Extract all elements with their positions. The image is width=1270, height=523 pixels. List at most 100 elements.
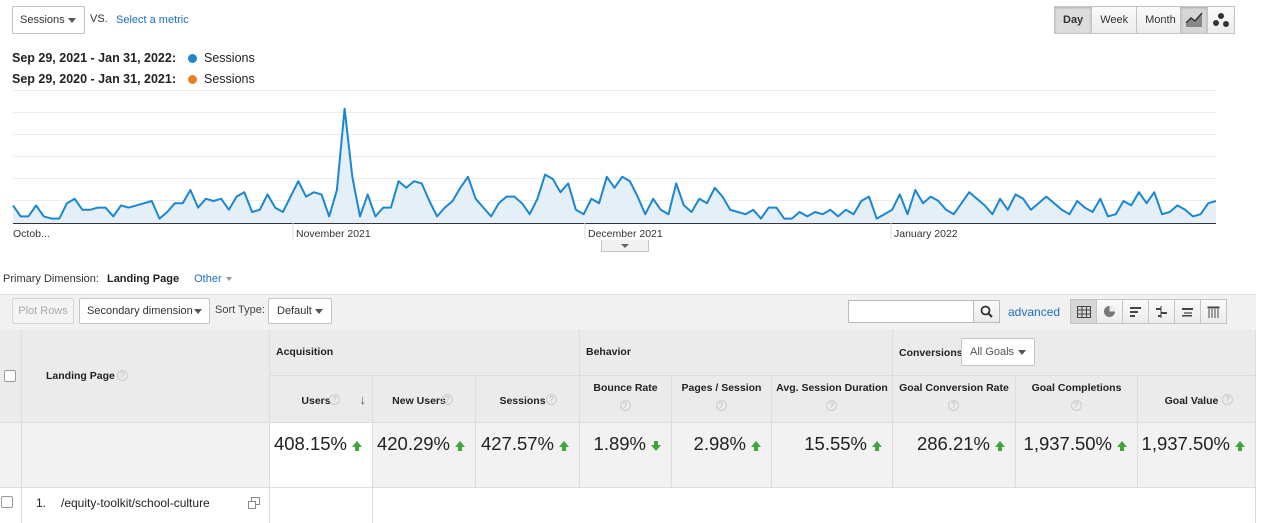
help-icon[interactable]: ?	[619, 400, 631, 411]
select-metric-link[interactable]: Select a metric	[116, 14, 189, 26]
chart-collapse-handle[interactable]	[601, 240, 649, 252]
trend-up-icon	[559, 441, 569, 451]
metric-header-users[interactable]: Users? ↓	[270, 376, 373, 423]
motion-chart-button[interactable]	[1207, 6, 1235, 34]
metric-header-pages-session[interactable]: Pages / Session?	[672, 376, 772, 423]
line-chart-button[interactable]	[1180, 6, 1208, 34]
trend-up-icon	[995, 441, 1005, 451]
sort-descending-icon[interactable]: ↓	[359, 392, 367, 407]
metric-header-label: Avg. Session Duration	[776, 382, 888, 394]
behavior-label: Behavior	[586, 346, 631, 358]
trend-up-icon	[751, 441, 761, 451]
help-icon[interactable]: ?	[715, 400, 727, 411]
performance-view-button[interactable]	[1122, 299, 1149, 324]
help-icon[interactable]: ?	[329, 394, 340, 405]
primary-dimension-other[interactable]: Other	[194, 273, 222, 285]
total-percent-change: 286.21%	[916, 433, 990, 454]
chevron-down-icon	[1018, 349, 1026, 355]
total-value-cell: 420.29%	[373, 423, 476, 488]
legend-previous-period: Sep 29, 2020 - Jan 31, 2021: Sessions	[12, 72, 255, 86]
total-value-cell: 1,937.50%	[1016, 423, 1138, 488]
row-check-cell	[0, 488, 22, 523]
sort-type-value: Default	[277, 305, 312, 317]
table-view-button[interactable]	[1070, 299, 1097, 324]
sort-type-dropdown[interactable]: Default	[268, 298, 332, 324]
total-percent-change: 1,937.50%	[1141, 433, 1230, 454]
term-cloud-view-button[interactable]	[1174, 299, 1201, 324]
row-checkbox[interactable]	[1, 496, 13, 508]
total-percent-change: 1,937.50%	[1023, 433, 1112, 454]
metric-header-bounce-rate[interactable]: Bounce Rate?	[580, 376, 672, 423]
x-axis-label: January 2022	[894, 228, 958, 240]
plot-rows-button[interactable]: Plot Rows	[12, 298, 74, 324]
search-button[interactable]	[973, 300, 1000, 323]
search-icon	[980, 305, 993, 318]
advanced-filter-link[interactable]: advanced	[1008, 305, 1061, 319]
totals-check-cell	[0, 423, 22, 488]
goals-dropdown[interactable]: All Goals	[961, 338, 1035, 366]
period-day-button[interactable]: Day	[1054, 6, 1093, 34]
behavior-group-header: Behavior	[580, 330, 893, 376]
help-icon[interactable]: ?	[826, 400, 837, 411]
help-icon[interactable]: ?	[1222, 394, 1233, 405]
series-line	[12, 107, 1217, 220]
open-page-icon[interactable]	[248, 497, 260, 509]
period-month-button[interactable]: Month	[1136, 6, 1185, 34]
vs-label: VS.	[90, 13, 108, 25]
acquisition-group-header: Acquisition	[270, 330, 580, 376]
trend-up-icon	[1117, 441, 1127, 451]
metric-header-new-users[interactable]: New Users?	[373, 376, 476, 423]
metric-header-goal-value[interactable]: Goal Value?	[1138, 376, 1256, 423]
bubble-chart-icon	[1213, 13, 1229, 27]
metric-dropdown-label: Sessions	[20, 14, 65, 26]
landing-page-header-label: Landing Page	[46, 370, 115, 382]
metric-header-goal-conversion-rate[interactable]: Goal Conversion Rate?	[893, 376, 1016, 423]
metric-header-label: Goal Value	[1164, 395, 1219, 407]
metric-header-label: Sessions	[499, 395, 546, 407]
table-search-input[interactable]	[848, 300, 974, 323]
primary-dimension-landing-page[interactable]: Landing Page	[106, 273, 180, 285]
metric-header-label: Pages / Session	[681, 382, 762, 394]
metric-header-sessions[interactable]: Sessions?	[476, 376, 580, 423]
total-value-cell: 408.15%	[270, 423, 373, 488]
pie-view-button[interactable]	[1096, 299, 1123, 324]
secondary-dimension-dropdown[interactable]: Secondary dimension	[79, 298, 210, 324]
chevron-down-icon	[315, 308, 323, 314]
legend-date: Sep 29, 2020 - Jan 31, 2021:	[12, 72, 176, 86]
total-value-cell: 427.57%	[476, 423, 580, 488]
trend-up-icon	[1235, 441, 1245, 451]
row-landing-page-link[interactable]: /equity-toolkit/school-culture	[61, 496, 210, 510]
total-value-cell: 286.21%	[893, 423, 1016, 488]
chevron-down-icon	[194, 308, 202, 314]
legend-blue-dot	[188, 53, 197, 63]
line-chart-icon	[1185, 12, 1203, 27]
total-percent-change: 408.15%	[273, 433, 347, 454]
legend-series: Sessions	[204, 72, 255, 86]
comparison-view-button[interactable]	[1148, 299, 1175, 324]
help-icon[interactable]: ?	[1070, 400, 1082, 411]
pivot-view-button[interactable]	[1200, 299, 1227, 324]
trend-up-icon	[352, 441, 362, 451]
help-icon[interactable]: ?	[948, 400, 959, 411]
landing-page-header[interactable]: Landing Page ?	[22, 330, 270, 423]
pie-chart-icon	[1104, 306, 1115, 317]
primary-dimension-label: Primary Dimension:	[3, 273, 99, 285]
select-all-checkbox[interactable]	[4, 370, 16, 382]
help-icon[interactable]: ?	[442, 394, 453, 405]
metric-header-avg-session-duration[interactable]: Avg. Session Duration?	[772, 376, 893, 423]
total-percent-change: 15.55%	[804, 433, 867, 454]
bar-list-icon	[1130, 306, 1141, 317]
row-rest-cell	[373, 488, 1256, 523]
table-view-toggle	[1070, 299, 1227, 324]
help-icon[interactable]: ?	[117, 370, 128, 381]
metric-header-label: New Users	[392, 395, 446, 407]
x-axis-label: December 2021	[588, 228, 663, 240]
totals-label-cell	[22, 423, 270, 488]
metric-header-label: Bounce Rate	[593, 382, 658, 394]
metric-header-goal-completions[interactable]: Goal Completions?	[1016, 376, 1138, 423]
metric-header-label: Goal Completions	[1031, 382, 1122, 394]
help-icon[interactable]: ?	[546, 394, 557, 405]
conversions-group-header: Conversions All Goals	[893, 330, 1256, 376]
period-week-button[interactable]: Week	[1091, 6, 1138, 34]
metric-dropdown[interactable]: Sessions	[12, 6, 85, 34]
